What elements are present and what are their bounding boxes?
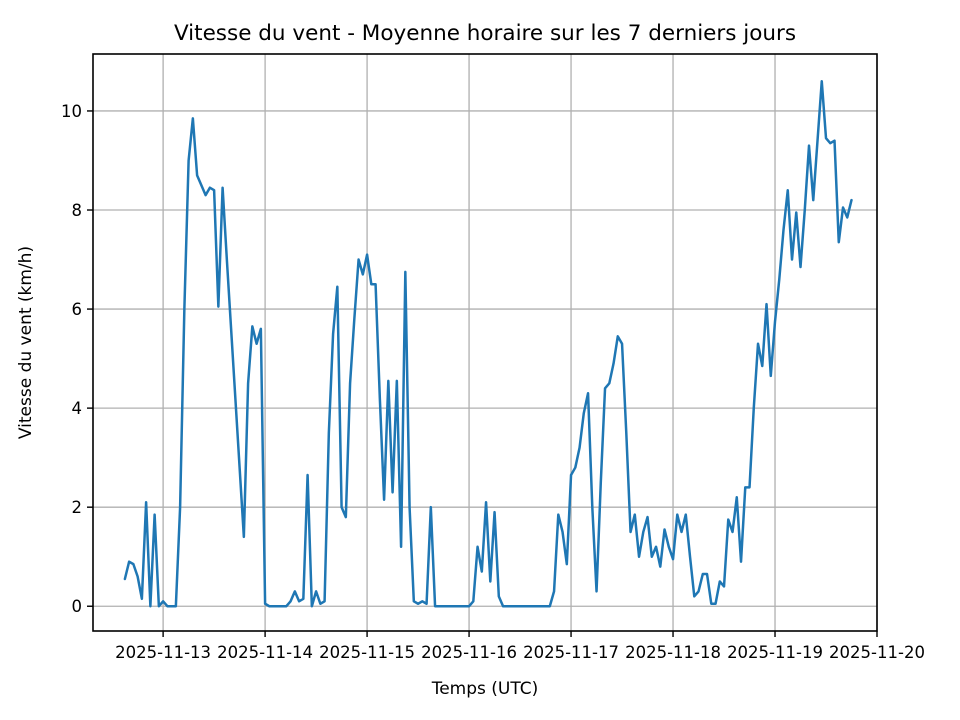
y-tick-label: 2 <box>72 498 83 517</box>
y-tick-label: 6 <box>72 300 83 319</box>
chart-title: Vitesse du vent - Moyenne horaire sur le… <box>174 21 796 46</box>
y-tick-label: 4 <box>72 399 83 418</box>
x-tick-label: 2025-11-20 <box>829 643 925 662</box>
wind-speed-line <box>123 79 853 608</box>
x-axis-label: Temps (UTC) <box>431 679 539 699</box>
x-tick-label: 2025-11-19 <box>727 643 823 662</box>
y-axis-label: Vitesse du vent (km/h) <box>16 246 36 439</box>
x-tick-label: 2025-11-13 <box>115 643 211 662</box>
x-tick-label: 2025-11-15 <box>319 643 415 662</box>
y-tick-label: 8 <box>72 201 83 220</box>
y-tick-label: 0 <box>72 597 83 616</box>
x-tick-label: 2025-11-14 <box>217 643 313 662</box>
y-tick-label: 10 <box>61 102 82 121</box>
grid-lines <box>93 54 878 631</box>
plot-border <box>92 53 878 632</box>
x-tick-label: 2025-11-17 <box>523 643 619 662</box>
x-tick-label: 2025-11-18 <box>625 643 721 662</box>
wind-speed-line-layer <box>123 79 853 608</box>
axes-and-ticks: 2025-11-13 2025-11-14 2025-11-15 2025-11-16… <box>61 53 925 662</box>
x-tick-label: 2025-11-16 <box>421 643 517 662</box>
